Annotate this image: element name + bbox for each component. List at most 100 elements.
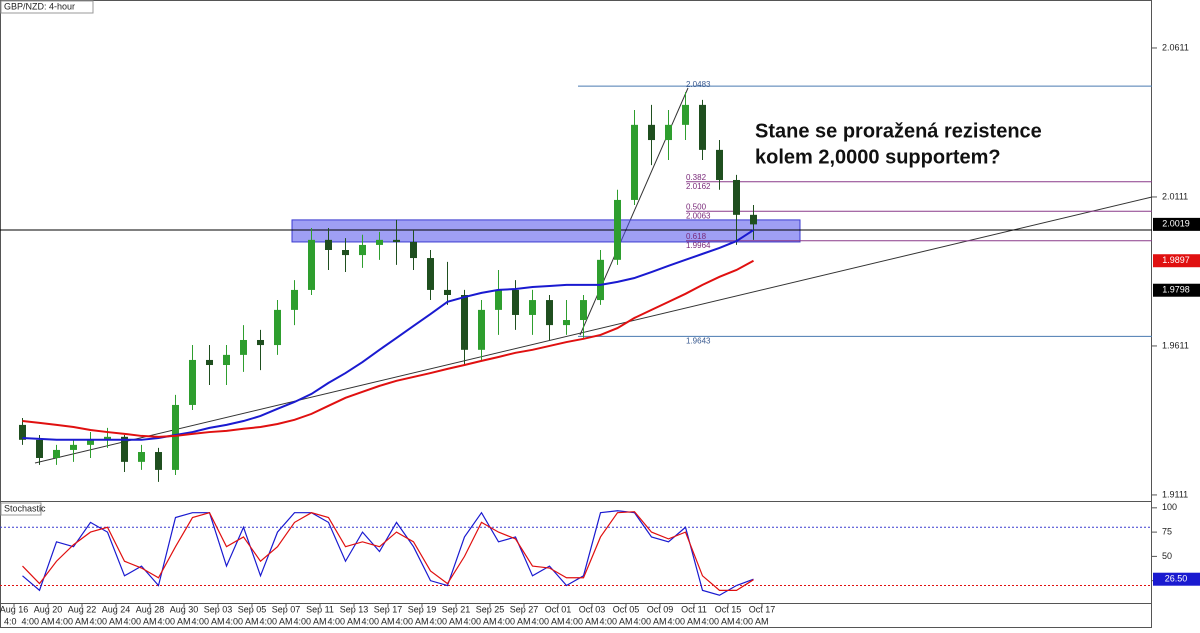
candle-body (648, 124, 655, 141)
candle-body (87, 439, 94, 445)
title-box (0, 0, 94, 14)
y-tick-label: 2.0111 (1162, 191, 1188, 201)
x-tick-sublabel: 4:00 AM (123, 616, 156, 626)
candle-body (240, 339, 247, 355)
annotation: kolem 2,0000 supportem? (755, 146, 1001, 168)
x-tick-sublabel: 4:00 AM (225, 616, 258, 626)
indicator-line (22, 259, 754, 438)
resistance-zone (291, 219, 801, 243)
candle-body (19, 424, 26, 440)
x-tick-label: Sep 25 (476, 604, 505, 614)
y-tick-label: 100 (1162, 502, 1177, 512)
indicator-line (22, 229, 755, 441)
x-tick-sublabel: 4:0 (4, 616, 17, 626)
candle-body (172, 404, 179, 470)
x-tick-sublabel: 4:00 AM (191, 616, 224, 626)
price-marker (1153, 283, 1200, 297)
candle-body (342, 250, 349, 256)
swing-label: 1.9643 (686, 337, 711, 346)
price-marker-label: 1.9798 (1162, 285, 1190, 295)
candle-body (274, 309, 281, 346)
y-tick-label: 2.0611 (1162, 42, 1189, 52)
price-marker-label: 1.9897 (1162, 255, 1190, 265)
x-tick-sublabel: 4:00 AM (327, 616, 360, 626)
fib-ratio: 0.382 (686, 173, 707, 182)
x-tick-sublabel: 4:00 AM (55, 616, 88, 626)
candle-body (206, 359, 213, 366)
x-tick-sublabel: 4:00 AM (531, 616, 564, 626)
chart-title: GBP/NZD: 4-hour (4, 1, 75, 11)
x-tick-label: Sep 11 (306, 604, 334, 614)
candle-body (716, 149, 723, 180)
candle-body (563, 320, 570, 326)
x-tick-label: Oct 09 (647, 604, 674, 614)
x-tick-sublabel: 4:00 AM (633, 616, 666, 626)
candle-body (410, 241, 417, 259)
title-box (0, 502, 42, 516)
y-tick-label: 1.9611 (1162, 340, 1189, 350)
candle-body (665, 124, 672, 141)
x-tick-label: Sep 13 (340, 604, 369, 614)
x-tick-sublabel: 4:00 AM (735, 616, 768, 626)
x-tick-sublabel: 4:00 AM (599, 616, 632, 626)
candle-body (155, 452, 162, 470)
candle-body (308, 239, 315, 290)
candle-body (393, 239, 400, 242)
candle-body (104, 436, 111, 440)
candle-body (614, 199, 621, 260)
candle-body (478, 309, 485, 350)
candle-body (36, 439, 43, 458)
x-tick-sublabel: 4:00 AM (497, 616, 530, 626)
x-tick-sublabel: 4:00 AM (701, 616, 734, 626)
fib-price: 2.0063 (686, 211, 711, 220)
candle-body (70, 444, 77, 450)
fib-price: 2.0162 (686, 182, 711, 191)
candle-body (546, 300, 553, 326)
x-tick-sublabel: 4:00 AM (565, 616, 598, 626)
x-tick-sublabel: 4:00 AM (429, 616, 462, 626)
y-tick-label: 50 (1162, 551, 1172, 561)
candle-body (291, 289, 298, 310)
x-tick-label: Aug 28 (136, 604, 165, 614)
candle-body (444, 289, 451, 295)
candle-body (376, 239, 383, 245)
candle-body (580, 300, 587, 321)
candle-body (597, 259, 604, 301)
annotation: Stane se proražená rezistence (755, 120, 1042, 142)
x-tick-sublabel: 4:00 AM (293, 616, 326, 626)
candle-body (699, 104, 706, 150)
x-tick-label: Oct 11 (681, 604, 707, 614)
fib-ratio: 0.500 (686, 202, 707, 211)
x-tick-label: Sep 17 (374, 604, 403, 614)
candle-body (461, 294, 468, 350)
x-tick-label: Oct 05 (613, 604, 640, 614)
candle-body (529, 300, 536, 315)
candle-body (257, 339, 264, 346)
x-tick-label: Sep 03 (204, 604, 233, 614)
x-tick-sublabel: 4:00 AM (89, 616, 122, 626)
x-tick-label: Sep 19 (408, 604, 437, 614)
x-tick-label: Oct 15 (715, 604, 742, 614)
candle-body (682, 104, 689, 125)
x-tick-label: Aug 16 (0, 604, 28, 614)
candle-body (733, 179, 740, 215)
candle-body (138, 452, 145, 462)
candle-body (53, 449, 60, 458)
candle-body (223, 354, 230, 366)
x-tick-label: Sep 27 (510, 604, 539, 614)
candle-body (359, 244, 366, 256)
price-marker (1153, 254, 1200, 268)
candle-body (495, 289, 502, 310)
panel-title: Stochastic (4, 503, 46, 513)
x-tick-label: Aug 24 (102, 604, 131, 614)
x-tick-label: Aug 30 (170, 604, 199, 614)
x-tick-sublabel: 4:00 AM (667, 616, 700, 626)
y-tick-label: 1.9111 (1162, 489, 1188, 499)
price-marker-label: 26.50 (1165, 574, 1188, 584)
x-tick-label: Sep 21 (442, 604, 471, 614)
fib-price: 1.9964 (686, 241, 711, 250)
candle-body (189, 359, 196, 405)
x-tick-label: Sep 07 (272, 604, 301, 614)
